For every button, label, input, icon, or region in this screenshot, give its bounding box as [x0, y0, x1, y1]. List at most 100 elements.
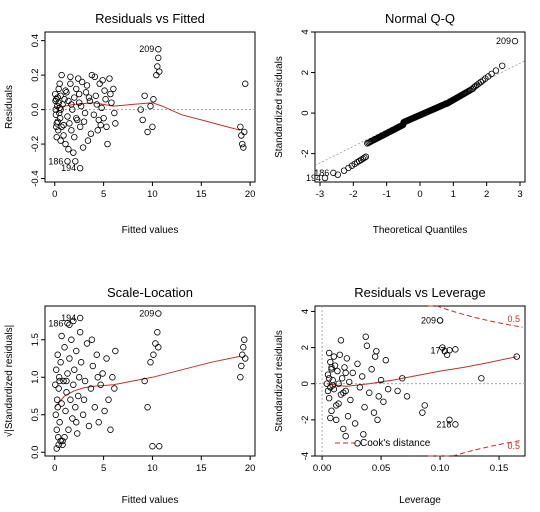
sl-x-tick-label: 10: [147, 463, 158, 474]
rvl-data-point: [478, 375, 485, 382]
sl-data-point: [54, 351, 61, 358]
rvl-data-point: [362, 333, 369, 340]
cook-contour-lower: [428, 439, 523, 457]
rvf-data-point: [71, 133, 78, 141]
rvf-data-point: [55, 85, 62, 93]
cook-contour-upper: [428, 305, 523, 328]
rvl-data-point: [377, 376, 385, 384]
sl-data-point: [155, 344, 162, 351]
sl-data-point: [238, 362, 245, 370]
rvl-data-point: [327, 414, 334, 422]
rvf-data-point: [87, 130, 95, 137]
rvf-data-point: [153, 71, 160, 79]
rvl-smooth-line: [326, 356, 517, 387]
sl-data-point: [73, 419, 80, 426]
sl-data-point: [52, 411, 59, 418]
rvf-data-point: [102, 96, 109, 103]
rvl-data-point: [349, 369, 356, 377]
rvl-x-tick-label: 0.00: [313, 463, 332, 474]
sl-data-point: [109, 374, 116, 381]
rvf-data-point: [96, 80, 103, 87]
rvl-y-tick-label: 0: [300, 381, 311, 386]
rvl-data-point: [343, 355, 351, 362]
sl-data-point: [154, 329, 161, 336]
qq-data-point: [357, 156, 365, 164]
sl-data-point: [60, 377, 67, 385]
rvf-data-point: [64, 113, 71, 120]
rvl-data-point: [363, 342, 371, 349]
sl-data-point: [111, 385, 118, 392]
rvf-data-point: [144, 128, 151, 136]
sl-data-point: [59, 437, 66, 445]
rvf-y-axis-label: Residuals: [4, 85, 15, 129]
sl-data-point: [239, 351, 246, 358]
sl-point-label: 186: [48, 318, 63, 328]
rvf-title: Residuals vs Fitted: [95, 11, 205, 26]
rvf-data-point: [139, 116, 146, 124]
rvl-plot-area: [314, 305, 526, 457]
rvf-data-point: [63, 89, 70, 96]
rvf-data-point: [53, 123, 60, 131]
rvf-data-point: [155, 54, 162, 62]
rvl-data-point: [366, 389, 373, 396]
qq-x-tick-label: 1: [451, 189, 456, 200]
rvf-data-point: [147, 102, 154, 110]
sl-data-point: [91, 404, 99, 411]
rvl-data-point: [340, 425, 347, 433]
rvf-data-point: [86, 97, 94, 105]
rvf-data-point: [57, 106, 64, 113]
rvl-data-point: [403, 393, 411, 400]
rvf-data-point: [52, 111, 60, 118]
rvf-data-point: [82, 89, 90, 96]
rvf-data-point: [73, 115, 80, 122]
rvf-x-tick-label: 15: [196, 189, 207, 200]
rvf-x-tick-label: 10: [147, 189, 158, 200]
qq-data-point: [345, 164, 352, 172]
rvf-data-point: [57, 92, 64, 99]
rvf-data-point: [90, 111, 98, 118]
rvf-data-point: [73, 85, 80, 93]
rvf-data-point: [93, 101, 100, 108]
rvf-data-point: [80, 118, 88, 125]
sl-data-point: [242, 355, 249, 362]
sl-data-point: [75, 392, 82, 400]
sl-data-point: [240, 344, 247, 351]
rvf-data-point: [71, 94, 78, 101]
rvf-data-point: [68, 101, 75, 108]
rvf-data-point: [110, 85, 117, 93]
rvf-data-point: [53, 133, 60, 141]
rvl-data-point: [446, 416, 453, 424]
rvl-data-point: [342, 432, 349, 440]
sl-data-point: [73, 347, 80, 355]
rvl-data-point: [336, 351, 343, 358]
sl-data-point: [53, 445, 60, 452]
rvf-labeled-point: [64, 158, 71, 165]
sl-data-point: [53, 366, 60, 373]
rvl-y-tick-label: -4: [300, 452, 311, 460]
rvf-y-tick-label: 0.2: [30, 68, 41, 81]
rvf-data-point: [107, 90, 114, 98]
sl-data-point: [101, 407, 108, 415]
rvl-x-axis-label: Leverage: [399, 495, 441, 506]
rvf-data-point: [60, 132, 67, 139]
sl-data-point: [95, 419, 102, 426]
rvf-data-point: [75, 75, 82, 82]
rvl-data-point: [340, 389, 347, 396]
rvf-data-point: [65, 146, 72, 153]
qq-data-point: [492, 67, 500, 74]
qq-y-tick-label: -2: [300, 149, 311, 157]
rvl-point-label: 177: [430, 345, 445, 355]
rvf-y-tick-label: 0.0: [30, 103, 41, 116]
sl-data-point: [59, 441, 66, 448]
sl-data-point: [69, 415, 76, 422]
sl-data-point: [61, 344, 68, 351]
rvl-data-point: [328, 364, 335, 371]
rvl-data-point: [328, 366, 335, 373]
rvl-y-tick-label: 4: [300, 309, 311, 314]
qq-x-axis-label: Theoretical Quantiles: [373, 225, 468, 236]
rvl-data-point: [334, 367, 341, 375]
rvl-data-point: [331, 362, 339, 369]
sl-data-point: [152, 340, 159, 347]
